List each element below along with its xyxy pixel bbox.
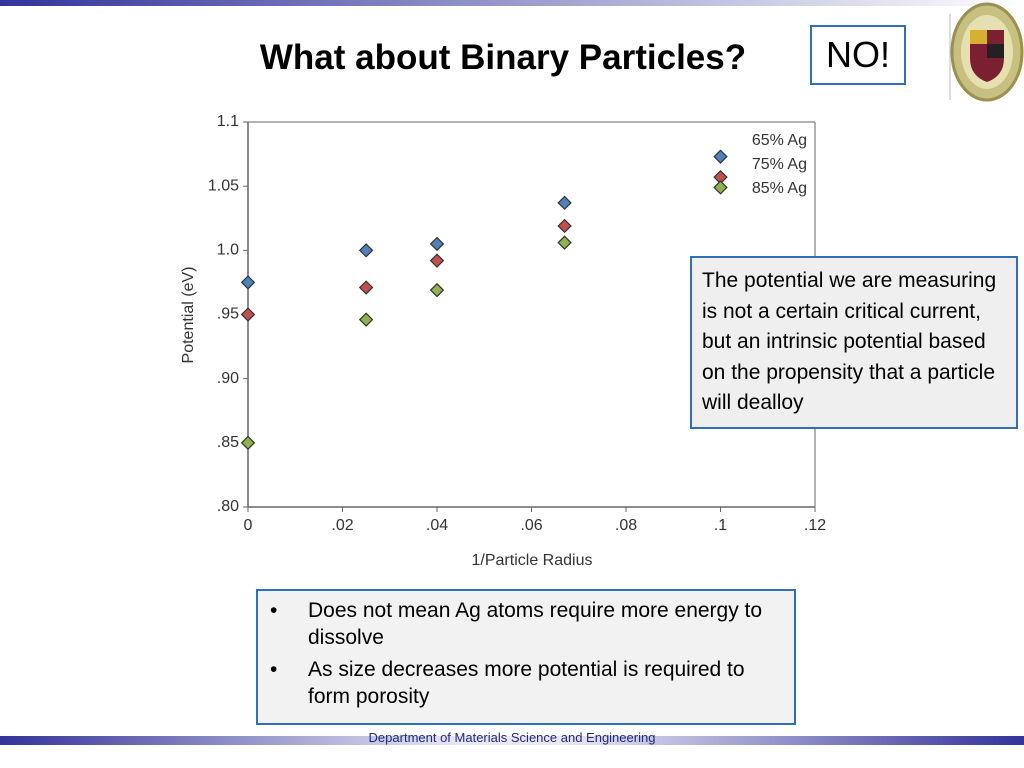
bullet-box: • Does not mean Ag atoms require more ene…	[256, 589, 796, 725]
point	[358, 243, 374, 258]
y-tick-label: .80	[217, 498, 239, 515]
point	[429, 236, 445, 252]
x-tick-label: 0	[244, 517, 253, 534]
x-tick-label: .08	[615, 517, 637, 534]
point	[557, 218, 572, 234]
note-box: The potential we are measuring is not a …	[690, 256, 1018, 429]
point	[240, 275, 256, 290]
point	[358, 312, 374, 327]
x-axis-label: 1/Particle Radius	[472, 552, 593, 569]
y-tick-label: 1.05	[208, 177, 239, 194]
bullet-text: As size decreases more potential is requ…	[308, 658, 745, 708]
y-tick-label: .90	[217, 370, 239, 387]
y-tick-label: .95	[217, 306, 239, 323]
legend-label: 75% Ag	[752, 156, 807, 173]
legend-label: 65% Ag	[752, 132, 807, 149]
y-tick-label: 1.0	[217, 242, 239, 259]
x-tick-label: .1	[714, 517, 727, 534]
point	[713, 180, 728, 195]
slide-title: What about Binary Particles?	[259, 38, 747, 77]
x-tick-label: .12	[804, 517, 826, 534]
badge: NO!	[810, 25, 906, 85]
top-band	[0, 0, 1024, 6]
point	[358, 280, 374, 295]
point	[429, 282, 445, 298]
point	[429, 253, 445, 268]
x-tick-label: .02	[331, 517, 353, 534]
y-tick-label: 1.1	[217, 113, 239, 130]
y-axis-label: Potential (eV)	[180, 267, 197, 364]
bullet: • Does not mean Ag atoms require more ene…	[270, 599, 763, 649]
bullet: • As size decreases more potential is req…	[270, 658, 745, 708]
point	[240, 307, 256, 322]
point	[557, 195, 572, 211]
point	[240, 435, 256, 451]
y-tick-label: .85	[217, 434, 239, 451]
point	[557, 235, 572, 250]
x-tick-label: .06	[520, 517, 542, 534]
bullet-text: Does not mean Ag atoms require more ener…	[308, 599, 763, 649]
bottom-band	[0, 736, 1024, 745]
point	[713, 149, 728, 164]
footer: Department of Materials Science and Engi…	[368, 730, 656, 745]
x-tick-label: .04	[426, 517, 448, 534]
point	[713, 169, 728, 185]
legend-label: 85% Ag	[752, 180, 807, 197]
logo	[950, 2, 1024, 102]
